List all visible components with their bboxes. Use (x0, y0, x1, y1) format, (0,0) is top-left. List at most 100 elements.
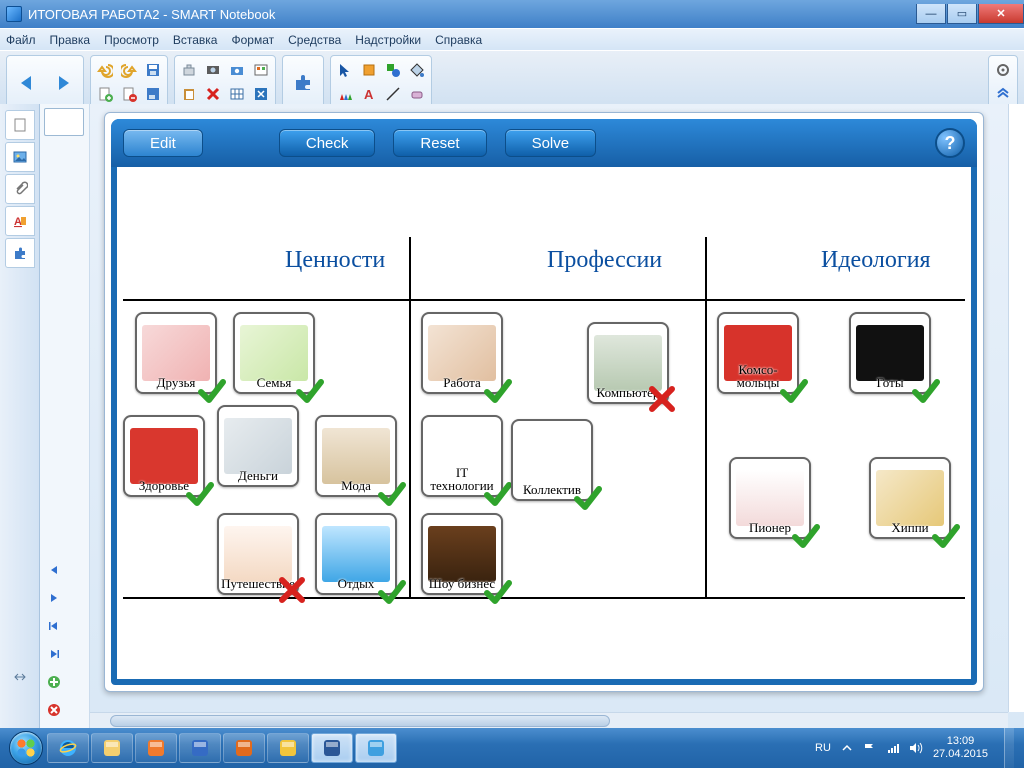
cross-icon (647, 384, 677, 414)
menu-edit[interactable]: Правка (50, 33, 91, 47)
activity-help-button[interactable]: ? (935, 128, 965, 158)
sidetab-addons[interactable] (5, 238, 35, 268)
thumb-add[interactable] (44, 672, 64, 692)
paste-button[interactable] (178, 83, 200, 105)
task-explorer[interactable] (91, 733, 133, 763)
grid-vline (705, 237, 707, 597)
activity-check-button[interactable]: Check (279, 129, 376, 157)
delete-page-button[interactable] (118, 83, 140, 105)
check-icon (791, 521, 821, 551)
card-label: Деньги (219, 469, 297, 482)
vertical-scrollbar[interactable] (1008, 104, 1024, 712)
svg-text:A: A (14, 216, 22, 228)
task-ie[interactable] (47, 733, 89, 763)
system-tray: RU 13:09 27.04.2015 (815, 728, 1018, 768)
window-close-button[interactable]: ✕ (978, 4, 1024, 24)
check-icon (483, 577, 513, 607)
doc-camera-button[interactable] (178, 59, 200, 81)
sidetab-properties[interactable]: A (5, 206, 35, 236)
activity-reset-button[interactable]: Reset (393, 129, 486, 157)
side-resize-handle[interactable] (9, 666, 31, 688)
task-firefox[interactable] (223, 733, 265, 763)
start-button[interactable] (6, 728, 46, 768)
show-desktop-button[interactable] (1004, 728, 1014, 768)
sidetab-gallery[interactable] (5, 142, 35, 172)
screen-capture-button[interactable] (202, 59, 224, 81)
line-button[interactable] (382, 83, 404, 105)
column-header: Идеология (821, 247, 931, 274)
thumb-next-page[interactable] (44, 588, 64, 608)
menu-help[interactable]: Справка (435, 33, 482, 47)
nav-back-button[interactable] (10, 59, 44, 107)
sort-card[interactable]: Деньги (217, 405, 299, 487)
menu-addons[interactable]: Надстройки (355, 33, 421, 47)
check-icon (779, 376, 809, 406)
card-image (130, 428, 198, 484)
tray-volume-icon[interactable] (909, 742, 923, 754)
app-icon (6, 6, 22, 22)
addon-button[interactable] (286, 66, 320, 100)
card-image (224, 526, 292, 582)
activity-header: Edit Check Reset Solve ? (111, 119, 977, 167)
check-icon (377, 479, 407, 509)
open-button[interactable] (142, 83, 164, 105)
thumb-last[interactable] (44, 644, 64, 664)
grid-hline (123, 299, 965, 301)
text-button[interactable]: A (358, 83, 380, 105)
response-button[interactable] (250, 59, 272, 81)
tray-flag-icon[interactable] (863, 742, 877, 754)
select-button[interactable] (358, 59, 380, 81)
tray-network-icon[interactable] (887, 742, 899, 754)
menu-tools[interactable]: Средства (288, 33, 341, 47)
table-button[interactable] (226, 83, 248, 105)
window-maximize-button[interactable]: ▭ (947, 4, 977, 24)
camera-button[interactable] (226, 59, 248, 81)
pointer-button[interactable] (334, 59, 356, 81)
pens-button[interactable] (334, 83, 356, 105)
tray-clock[interactable]: 13:09 27.04.2015 (933, 735, 988, 760)
menu-insert[interactable]: Вставка (173, 33, 218, 47)
screen-shade-button[interactable] (250, 83, 272, 105)
eraser-button[interactable] (406, 83, 428, 105)
card-image (736, 470, 804, 526)
settings-button[interactable] (992, 59, 1014, 81)
page-thumb[interactable] (44, 108, 84, 136)
save-button[interactable] (142, 59, 164, 81)
taskbar: RU 13:09 27.04.2015 (0, 728, 1024, 768)
tray-lang[interactable]: RU (815, 742, 831, 754)
tray-date: 27.04.2015 (933, 748, 988, 761)
horizontal-scrollbar[interactable] (90, 712, 1008, 728)
menu-file[interactable]: Файл (6, 33, 36, 47)
shape-button[interactable] (382, 59, 404, 81)
fill-button[interactable] (406, 59, 428, 81)
window-minimize-button[interactable]: — (916, 4, 946, 24)
card-image (142, 325, 210, 381)
delete-button[interactable] (202, 83, 224, 105)
thumb-first[interactable] (44, 616, 64, 636)
activity-edit-button[interactable]: Edit (123, 129, 203, 157)
thumb-prev-page[interactable] (44, 560, 64, 580)
sidetab-attachments[interactable] (5, 174, 35, 204)
redo-button[interactable] (118, 59, 140, 81)
nav-forward-button[interactable] (46, 59, 80, 107)
sidetab-pages[interactable] (5, 110, 35, 140)
card-image (428, 325, 496, 381)
dualpage-button[interactable] (992, 83, 1014, 105)
undo-button[interactable] (94, 59, 116, 81)
tray-time: 13:09 (933, 735, 988, 748)
task-chrome[interactable] (267, 733, 309, 763)
task-wmplayer[interactable] (135, 733, 177, 763)
activity-solve-button[interactable]: Solve (505, 129, 597, 157)
menu-format[interactable]: Формат (231, 33, 274, 47)
task-smart[interactable] (355, 733, 397, 763)
card-image (518, 432, 586, 488)
check-icon (377, 577, 407, 607)
thumb-delete[interactable] (44, 700, 64, 720)
task-word[interactable] (311, 733, 353, 763)
page-thumbnails (40, 104, 90, 728)
tray-chevron-up-icon[interactable] (841, 742, 853, 754)
window-title: ИТОГОВАЯ РАБОТА2 - SMART Notebook (28, 7, 275, 22)
menu-view[interactable]: Просмотр (104, 33, 159, 47)
task-jetaudio[interactable] (179, 733, 221, 763)
add-page-button[interactable] (94, 83, 116, 105)
